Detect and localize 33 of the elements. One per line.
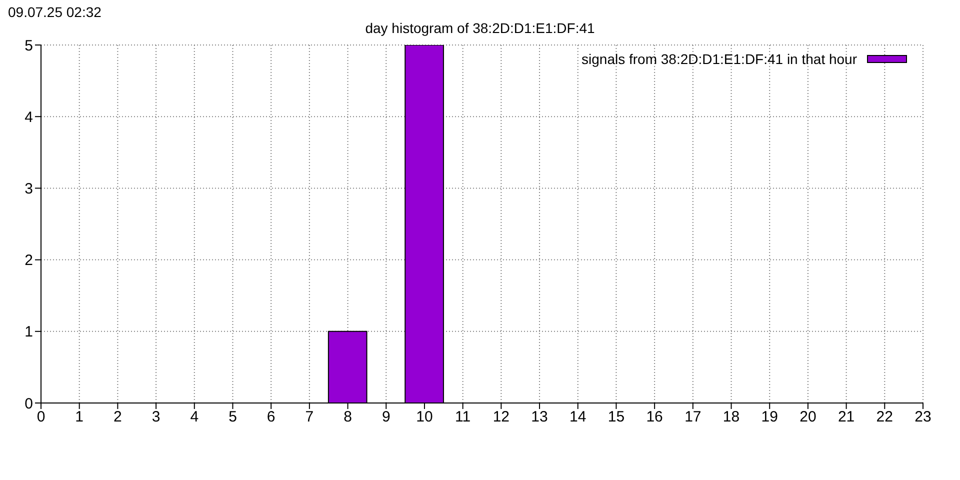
x-tick-label: 16 — [646, 408, 663, 426]
y-tick-label: 3 — [24, 180, 33, 198]
x-tick-label: 0 — [36, 408, 46, 426]
y-tick-label: 1 — [24, 324, 33, 341]
x-tick-label: 18 — [722, 408, 740, 426]
chart-title: day histogram of 38:2D:D1:E1:DF:41 — [364, 20, 596, 36]
y-tick-label: 4 — [24, 108, 33, 126]
x-tick-label: 2 — [114, 408, 122, 426]
x-tick-label: 11 — [455, 408, 471, 426]
x-tick-label: 7 — [305, 408, 314, 426]
x-tick-label: 14 — [570, 408, 586, 426]
y-tick-label: 0 — [24, 395, 33, 412]
x-tick-label: 22 — [876, 408, 893, 426]
x-tick-label: 5 — [228, 408, 237, 426]
x-tick-label: 8 — [344, 408, 352, 426]
x-tick-label: 21 — [838, 408, 855, 426]
x-tick-label: 15 — [608, 408, 625, 426]
x-tick-label: 10 — [416, 408, 433, 426]
y-tick-label: 2 — [24, 252, 33, 270]
x-tick-label: 9 — [382, 408, 390, 426]
x-tick-label: 4 — [190, 408, 199, 426]
y-tick-label: 5 — [24, 37, 33, 54]
x-tick-label: 12 — [492, 408, 510, 426]
x-tick-label: 1 — [75, 408, 84, 426]
x-tick-label: 17 — [684, 408, 702, 426]
x-tick-label: 19 — [761, 408, 778, 426]
x-tick-label: 13 — [531, 408, 548, 426]
x-tick-label: 20 — [800, 408, 816, 426]
x-tick-label: 6 — [266, 408, 276, 426]
x-tick-label: 3 — [152, 408, 160, 426]
text: 09.07.25 02:32 — [8, 4, 102, 20]
legend-label: signals from 38:2D:D1:E1:DF:41 in that hour — [582, 51, 857, 67]
x-tick-label: 23 — [914, 408, 932, 426]
